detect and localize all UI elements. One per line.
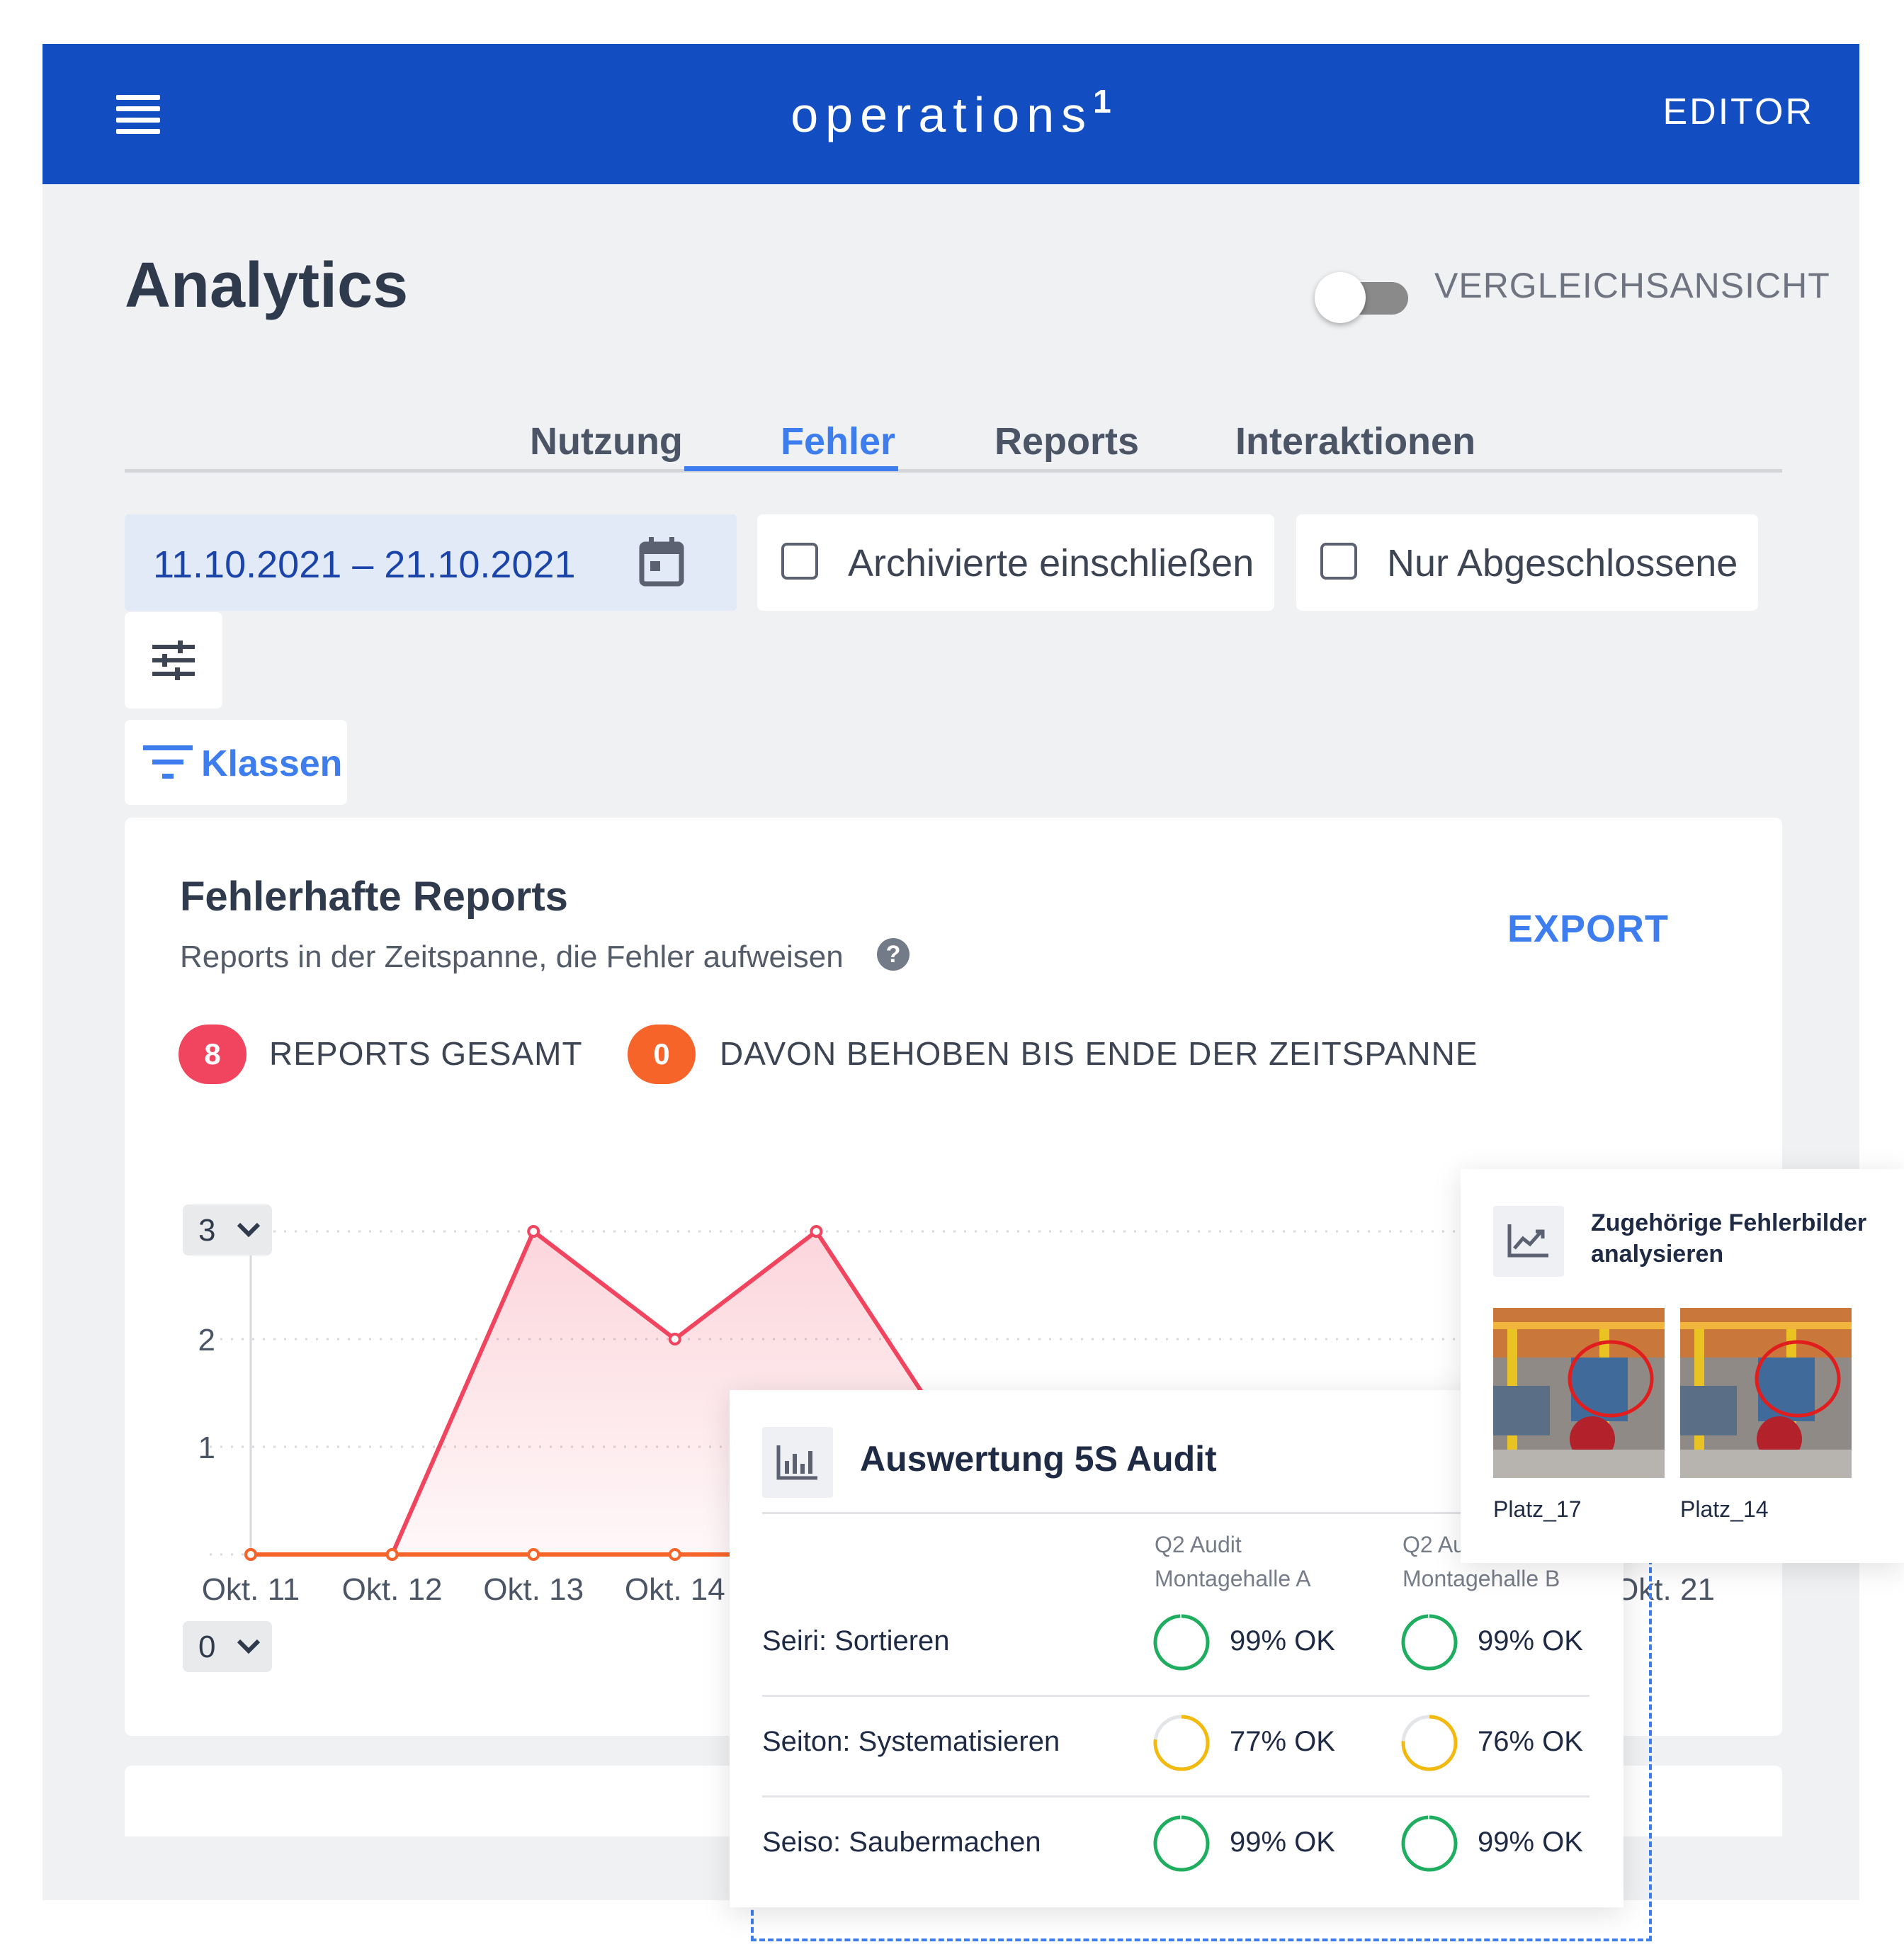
score-value: 99% OK [1478,1827,1583,1858]
editor-button[interactable]: EDITOR [1662,91,1814,132]
row-separator [762,1695,1590,1697]
menu-icon[interactable] [116,95,160,135]
total-reports-badge: 8 [178,1025,246,1084]
score-ring [1153,1614,1210,1671]
active-tab-indicator [684,466,898,471]
card-subtitle: Reports in der Zeitspanne, die Fehler au… [180,939,844,974]
defect-image[interactable] [1493,1308,1665,1478]
y-min-select-value: 0 [198,1630,216,1664]
x-tick-label: Okt. 11 [202,1572,300,1607]
score-value: 76% OK [1478,1726,1583,1757]
compare-toggle[interactable] [1315,269,1408,323]
defect-image-label: Platz_17 [1493,1496,1582,1522]
include-archived-checkbox[interactable]: Archivierte einschließen [757,514,1274,611]
row-separator [762,1795,1590,1798]
classes-filter-button[interactable]: Klassen [125,720,347,805]
score-value: 77% OK [1230,1726,1335,1757]
page-title: Analytics [125,250,409,321]
include-archived-label: Archivierte einschließen [848,542,1254,585]
audit-column-header-a: Q2 Audit Montagehalle A [1155,1532,1311,1591]
audit-column-header-b: Q2 Au Montagehalle B [1402,1532,1560,1591]
tab-interaktionen[interactable]: Interaktionen [1235,420,1476,463]
audit-icon-box [762,1427,833,1498]
data-point [668,1548,681,1561]
bar-chart-icon [776,1445,817,1480]
brand-logo: operations1 [790,83,1111,142]
score-ring [1401,1715,1458,1771]
defect-images-panel: Zugehörige Fehlerbilder analysieren Plat… [1461,1169,1904,1563]
factory-photo-thumbnail [1680,1308,1852,1478]
calendar-icon [639,537,684,587]
chevron-down-icon [237,1639,261,1654]
score-ring [1153,1815,1210,1872]
score-ring [1401,1614,1458,1671]
top-bar: operations1 EDITOR [42,44,1859,184]
only-completed-label: Nur Abgeschlossene [1387,542,1738,585]
score-value: 99% OK [1230,1827,1335,1858]
data-point [527,1548,540,1561]
score-ring [1401,1815,1458,1872]
factory-photo-thumbnail [1493,1308,1665,1478]
audit-row-label: Seiso: Saubermachen [762,1827,1041,1858]
fixed-reports-label: DAVON BEHOBEN BIS ENDE DER ZEITSPANNE [720,1035,1478,1072]
audit-title: Auswertung 5S Audit [860,1439,1217,1479]
only-completed-checkbox[interactable]: Nur Abgeschlossene [1296,514,1758,611]
tab-fehler[interactable]: Fehler [781,420,896,463]
y-max-select-value: 3 [198,1213,216,1248]
y-tick-label: 2 [198,1323,215,1358]
defect-icon-box [1493,1206,1564,1277]
fixed-reports-badge: 0 [628,1025,696,1084]
chevron-down-icon [237,1222,261,1238]
data-point [527,1225,540,1238]
data-point [810,1225,823,1238]
y-min-select[interactable]: 0 [183,1621,272,1672]
trend-chart-icon [1507,1224,1548,1258]
x-tick-label: Okt. 14 [625,1572,725,1607]
classes-label: Klassen [201,743,343,784]
data-point [385,1548,399,1561]
tab-bar: Nutzung Fehler Reports Interaktionen [125,398,1782,473]
defect-panel-title: Zugehörige Fehlerbilder analysieren [1591,1209,1867,1268]
data-point [668,1333,681,1345]
date-range-value: 11.10.2021 – 21.10.2021 [153,543,576,586]
y-tick-label: 1 [198,1430,215,1465]
checkbox-box[interactable] [1320,543,1357,580]
filter-settings-button[interactable] [125,612,222,709]
filter-icon [143,745,193,779]
checkbox-box[interactable] [781,543,818,580]
data-point [244,1548,257,1561]
score-ring [1153,1715,1210,1771]
sliders-icon [152,640,195,680]
defect-image[interactable] [1680,1308,1852,1478]
y-max-select[interactable]: 3 [183,1204,272,1255]
x-tick-label: Okt. 12 [342,1572,443,1607]
score-value: 99% OK [1230,1625,1335,1657]
defect-image-label: Platz_14 [1680,1496,1769,1522]
export-button[interactable]: EXPORT [1507,908,1669,950]
series-area [251,1231,1665,1554]
x-tick-label: Okt. 21 [1614,1572,1715,1607]
compare-toggle-label: VERGLEICHSANSICHT [1434,266,1830,305]
audit-row-label: Seiri: Sortieren [762,1625,950,1657]
total-reports-label: REPORTS GESAMT [269,1035,583,1072]
divider [762,1512,1612,1514]
date-range-picker[interactable]: 11.10.2021 – 21.10.2021 [125,514,737,611]
card-title: Fehlerhafte Reports [180,874,568,920]
tab-reports[interactable]: Reports [994,420,1140,463]
score-value: 99% OK [1478,1625,1583,1657]
x-tick-label: Okt. 13 [483,1572,584,1607]
help-icon[interactable]: ? [877,938,910,971]
tab-nutzung[interactable]: Nutzung [530,420,683,463]
audit-row-label: Seiton: Systematisieren [762,1726,1060,1757]
